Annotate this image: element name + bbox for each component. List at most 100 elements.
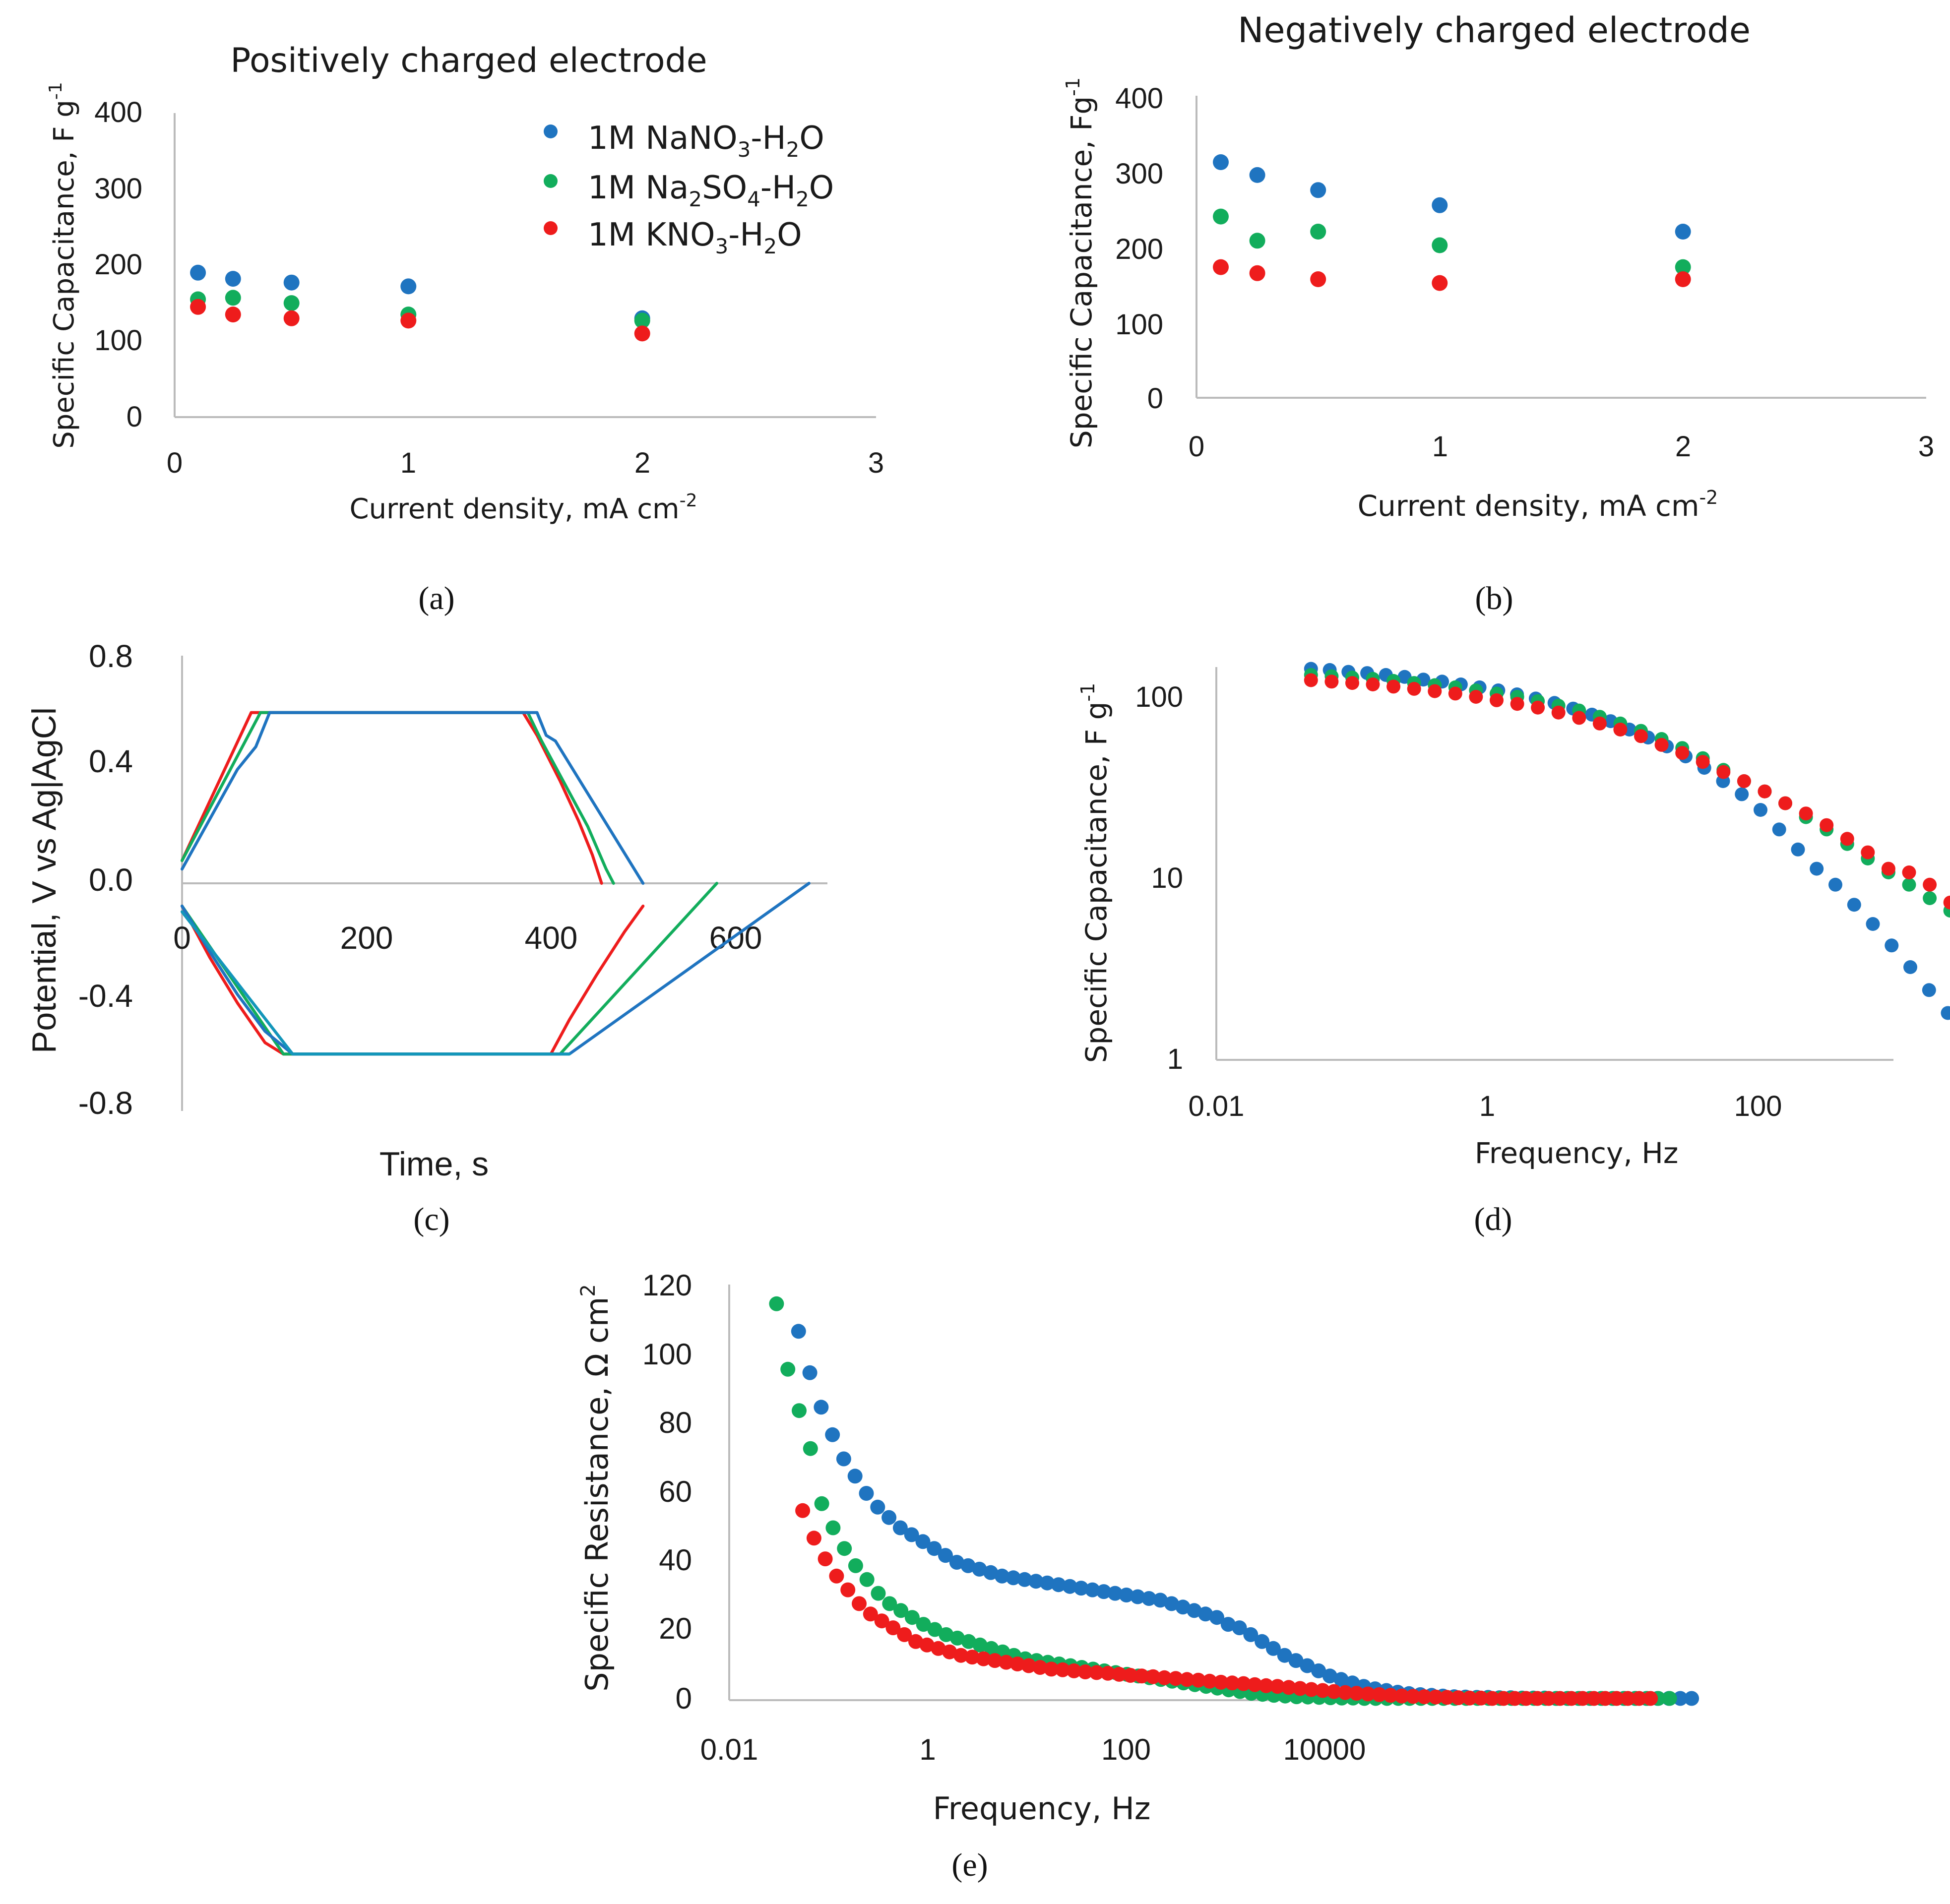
chart-e-point [1107,1586,1123,1601]
chart-c-xtick-200: 200 [340,920,393,956]
chart-e-point [1175,1599,1191,1615]
chart-d-point [1820,818,1834,832]
chart-e-point [984,1641,999,1656]
chart-e-point [1337,1685,1353,1700]
chart-d-ytick-1: 1 [1167,1043,1183,1075]
chart-e-point [1089,1665,1104,1680]
chart-e-ylabel: Specific Resistance, Ω cm2 [577,1284,615,1692]
chart-e-point [1209,1610,1224,1625]
chart-e-point [1541,1691,1557,1706]
chart-e-point [802,1365,818,1380]
chart-d-point [1772,822,1786,837]
chart-e-point [1349,1686,1364,1701]
chart-b-point [1675,224,1691,240]
chart-e-point [829,1568,844,1584]
chart-e-point [881,1510,897,1525]
legend-label-nano3: 1M NaNO3-H2O [588,120,824,162]
chart-e-point [1028,1574,1044,1589]
chart-e-point [1304,1682,1319,1697]
chart-b-point [1310,224,1326,240]
chart-c-xtick-400: 400 [525,920,578,956]
chart-a-plot-area [190,264,650,342]
chart-a-ytick-400: 400 [94,96,142,128]
chart-b-ytick-200: 200 [1115,233,1163,265]
chart-e-point [1141,1591,1157,1606]
chart-b-point [1213,259,1229,275]
legend-label-kno3: 1M KNO3-H2O [588,217,802,258]
chart-e-point [848,1558,863,1573]
chart-a-xticks: 0 1 2 3 [167,447,884,479]
chart-e-point [1333,1672,1349,1687]
chart-e-point [987,1653,1003,1668]
chart-e-point [1620,1691,1635,1706]
chart-e-xtick-0.01: 0.01 [700,1733,758,1766]
chart-e-point [1575,1691,1590,1706]
chart-d-point [1551,705,1566,720]
chart-e-point [1684,1691,1699,1706]
chart-d-point [1345,676,1359,690]
chart-c-plot-area [181,711,811,1056]
chart-d-point [1737,774,1751,788]
chart-d-point [1613,723,1628,737]
chart-b-xlabel: Current density, mA cm-2 [1358,487,1718,523]
chart-e-point [1198,1606,1213,1622]
chart-a-ytick-100: 100 [94,324,142,357]
chart-e-point [1077,1664,1093,1679]
chart-e-point [1496,1691,1511,1706]
chart-e-point [1552,1691,1568,1706]
chart-e-point [1428,1689,1444,1705]
chart-e-point [1051,1577,1066,1593]
chart-a-point [400,278,417,295]
chart-e-point [870,1499,885,1515]
chart-e-point [1277,1648,1292,1663]
chart-a-series-2-red [190,299,650,342]
chart-e-point [1247,1677,1262,1692]
chart-d-point [1469,690,1483,704]
chart-b-point [1310,182,1326,198]
chart-e-point [999,1655,1014,1670]
chart-d-series-2-red [1304,673,1950,910]
chart-c-series-5-blue-line [181,882,811,1056]
chart-e-point [1270,1679,1285,1694]
chart-e-point [1586,1691,1602,1706]
chart-c-xtick-0: 0 [173,920,191,956]
chart-d-ytick-100: 100 [1135,681,1183,713]
chart-d-point [1386,679,1401,694]
chart-e-point [904,1527,919,1542]
chart-d-point [1941,1006,1950,1020]
chart-d-yticks: 100 10 1 [1135,681,1183,1075]
chart-e-point [1383,1688,1398,1703]
chart-a-ytick-0: 0 [126,401,142,433]
legend-swatch-nano3 [544,124,558,138]
chart-a-xtick-0: 0 [167,447,183,479]
chart-e-point [1055,1662,1070,1677]
chart-e-point [1145,1669,1161,1684]
chart-b-point [1249,265,1265,281]
legend-label-na2so4: 1M Na2SO4-H2O [588,170,834,211]
chart-e-point [1073,1581,1089,1596]
chart-e-point [852,1596,867,1611]
chart-a-point [283,295,300,311]
chart-e-ytick-0: 0 [676,1682,692,1715]
chart-e-point [1462,1690,1477,1706]
chart-e-point [964,1650,980,1665]
chart-b-xtick-1: 1 [1432,430,1448,463]
chart-e-point [960,1558,976,1573]
chart-e-point [1300,1658,1315,1673]
chart-e-series-1-green [769,1296,1677,1706]
chart-d-point [1943,895,1950,910]
chart-d-point [1428,684,1442,698]
chart-e-point [949,1555,964,1570]
caption-d: (d) [1474,1201,1512,1237]
chart-e-point [1017,1572,1032,1587]
legend-swatch-kno3 [544,221,558,235]
chart-e-point [1440,1690,1454,1705]
chart-e-point [882,1596,897,1611]
chart-e-point [1040,1575,1055,1591]
chart-d-point [1847,898,1861,912]
chart-e-point [1220,1617,1236,1632]
chart-e-ytick-20: 20 [659,1612,692,1645]
chart-d-point [1881,861,1895,876]
chart-e-point [893,1603,909,1618]
chart-e-point [1112,1666,1127,1682]
